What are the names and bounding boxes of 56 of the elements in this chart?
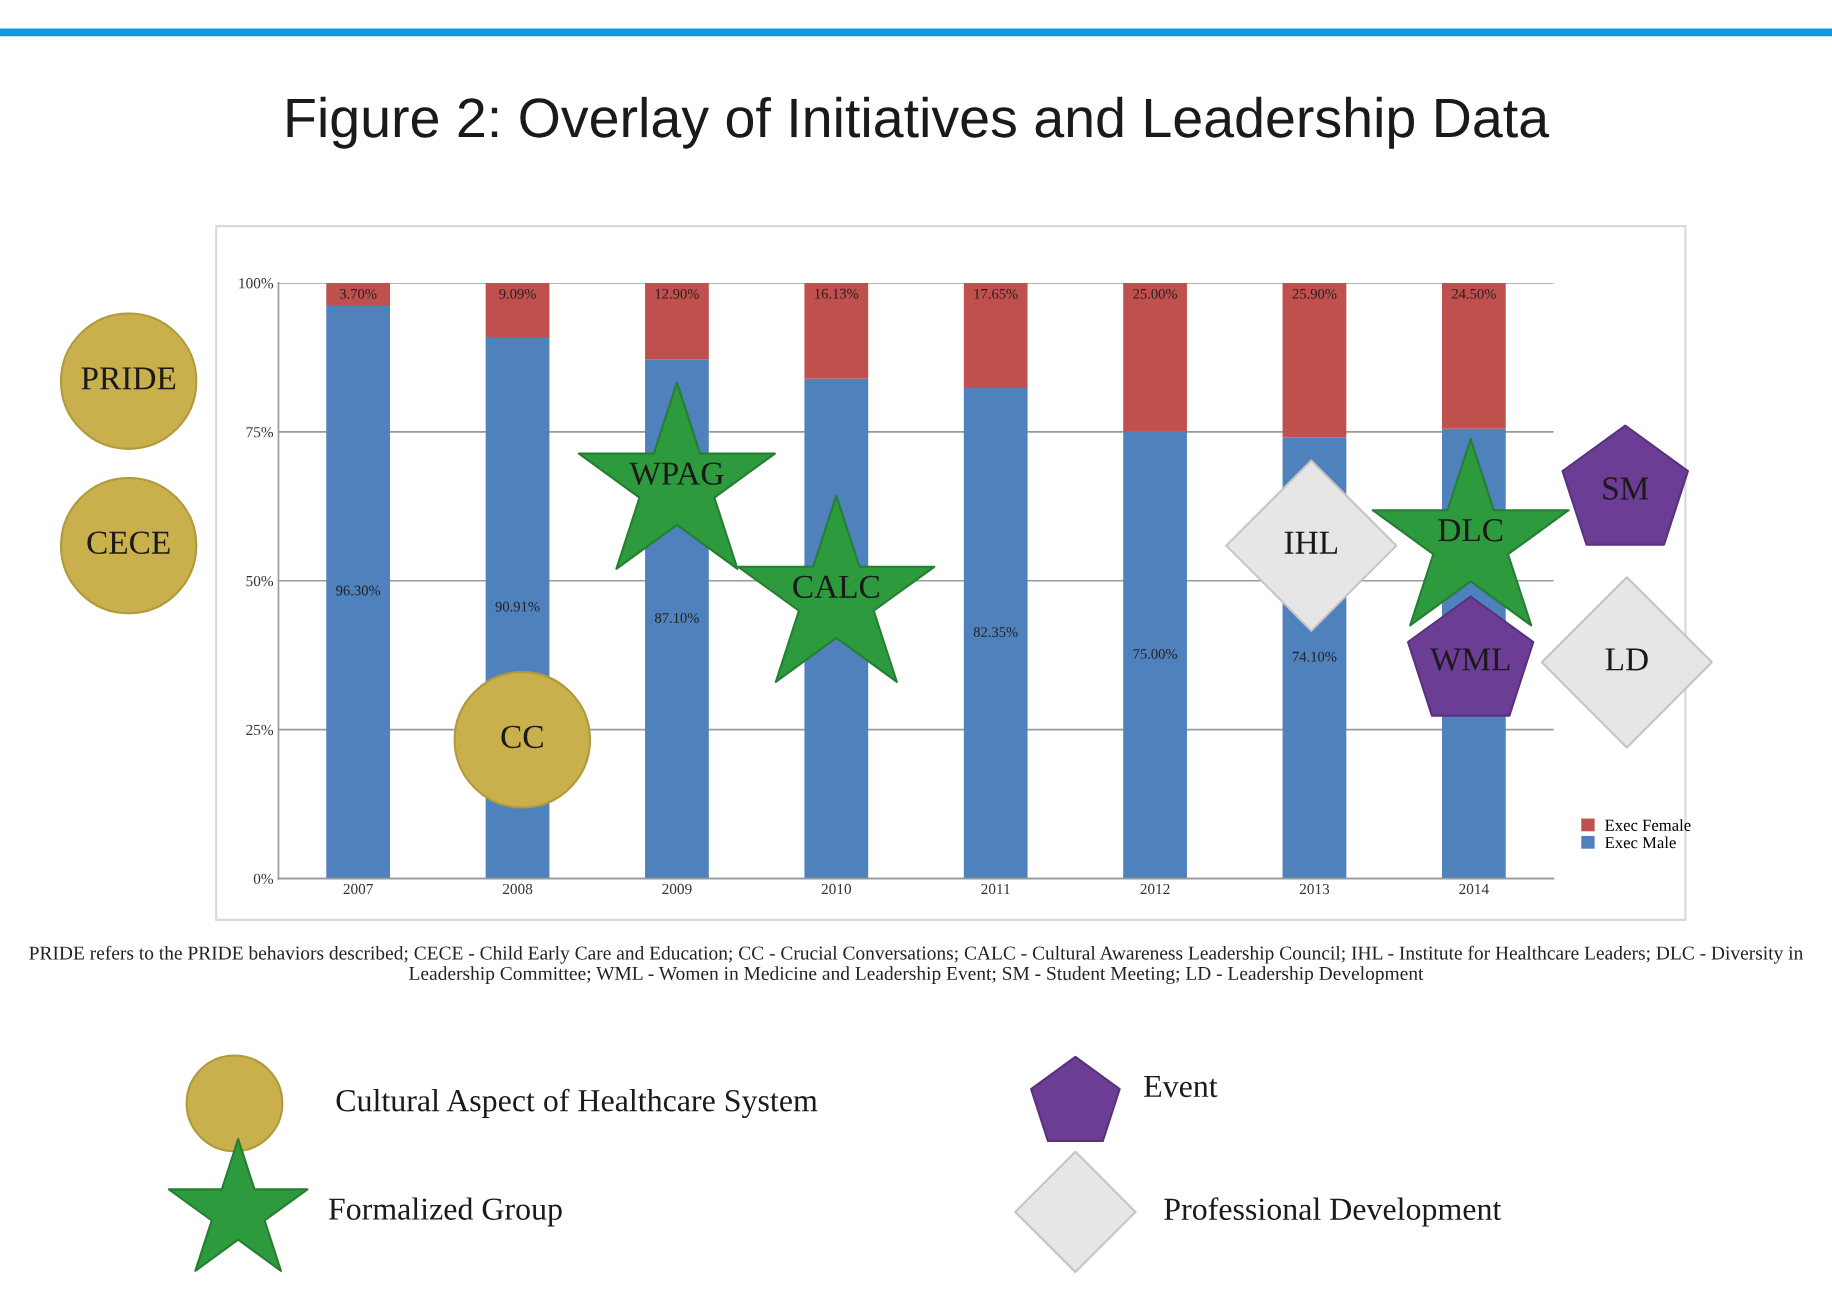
bar	[804, 282, 869, 379]
bar	[1282, 282, 1347, 438]
x-tick-label: 2008	[502, 883, 533, 895]
data-label: 17.65%	[974, 288, 1018, 299]
data-label: 87.10%	[655, 612, 699, 623]
x-tick-label: 2013	[1299, 883, 1330, 895]
text: PRIDE	[81, 367, 176, 390]
data-label: 74.10%	[1292, 651, 1337, 662]
bar	[1123, 282, 1187, 432]
text: Event	[1144, 1075, 1218, 1098]
data-label: 3.70%	[340, 288, 377, 299]
y-tick-label: 50%	[246, 575, 274, 587]
text: LD	[1605, 648, 1648, 671]
text: Professional Development	[1164, 1197, 1502, 1227]
bar	[645, 282, 709, 360]
y-tick-label: 0%	[253, 873, 274, 885]
data-label: 25.90%	[1292, 288, 1337, 299]
data-label: 9.09%	[499, 288, 536, 299]
y-tick-label: 25%	[246, 724, 274, 736]
x-tick-label: 2010	[821, 883, 851, 895]
text: PRIDE refers to the PRIDE behaviors described; CECE - Child Early Care and Education; CC - Crucial Conversations; CALC - Cultural Awareness Leadership Council; IHL - Institute for Healthcare Leaders; DLC - Diversity in Leadership Committee; WML - Women in Medicine and Leadership Event; SM - Student Meeting; LD - Leadership Development	[29, 945, 1803, 985]
annotation: WPAG	[629, 462, 724, 486]
text: Cultural Aspect of Healthcare System	[336, 1088, 818, 1119]
y-tick-label: 75%	[246, 426, 274, 438]
data-label: 25.00%	[1133, 288, 1178, 299]
bar	[326, 304, 391, 879]
x-tick-label: 2014	[1459, 883, 1489, 895]
bar	[326, 282, 391, 305]
data-label: 96.30%	[336, 585, 381, 596]
x-tick-label: 2007	[343, 883, 373, 895]
x-tick-label: 2009	[662, 883, 692, 895]
y-tick-label: 100%	[239, 278, 274, 289]
x-tick-label: 2011	[981, 883, 1010, 895]
annotation: DLC	[1438, 519, 1503, 542]
data-label: 16.13%	[815, 288, 859, 299]
legend-label: Exec Male	[1605, 836, 1676, 849]
bar	[963, 388, 1028, 879]
data-label: 12.90%	[655, 288, 699, 299]
data-label: 75.00%	[1133, 649, 1178, 659]
text: CECE	[87, 531, 170, 554]
text: Formalized Group	[328, 1197, 562, 1227]
chart-title: Figure 2: Overlay of Initiatives and Leadership Data	[287, 96, 1550, 149]
annotation: CC	[501, 725, 543, 749]
x-tick-label: 2012	[1140, 883, 1170, 895]
bar	[485, 282, 550, 338]
annotation: CALC	[793, 575, 879, 599]
data-label: 90.91%	[495, 601, 540, 612]
data-label: 24.50%	[1452, 288, 1496, 299]
data-label: 82.35%	[973, 627, 1018, 638]
legend-label: Exec Female	[1605, 819, 1691, 831]
text: SM	[1603, 477, 1649, 500]
bar	[963, 282, 1028, 389]
bar	[1123, 431, 1187, 879]
annotation: IHL	[1284, 531, 1338, 554]
bar	[1441, 282, 1506, 429]
annotation: WML	[1429, 648, 1510, 671]
